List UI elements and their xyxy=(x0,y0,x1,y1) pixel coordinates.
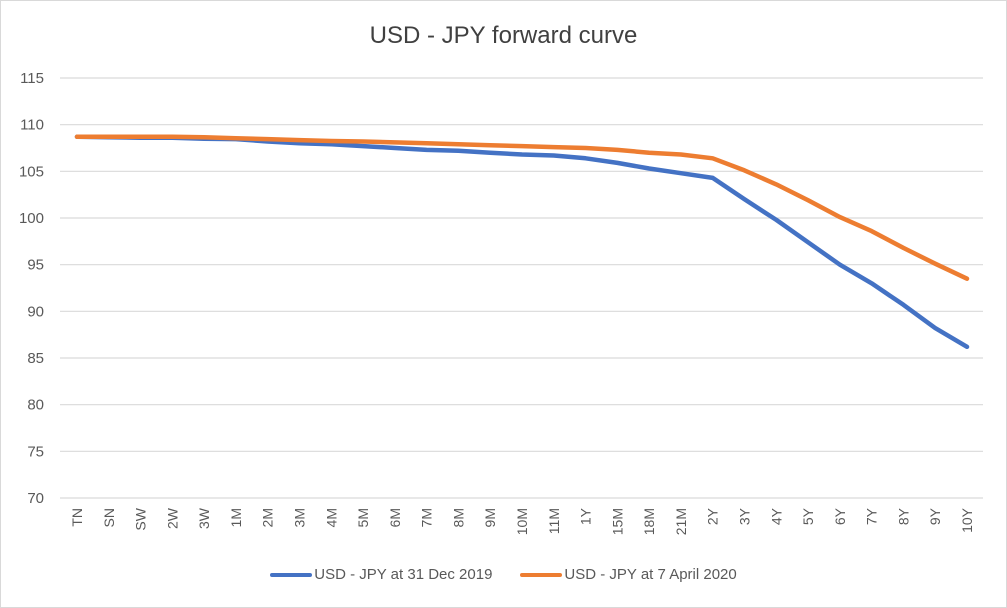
legend-item-apr-2020: USD - JPY at 7 April 2020 xyxy=(520,566,737,583)
x-tick-label: SN xyxy=(101,508,117,527)
series-line-1 xyxy=(74,134,970,281)
x-tick-label: 3W xyxy=(196,507,212,529)
x-tick-label: 11M xyxy=(546,508,562,534)
x-tick-label: 15M xyxy=(609,508,625,535)
y-tick-label: 95 xyxy=(27,257,44,274)
x-tick-label: 1Y xyxy=(578,507,594,525)
x-tick-label: 4M xyxy=(323,508,339,527)
legend: USD - JPY at 31 Dec 2019 USD - JPY at 7 … xyxy=(0,566,1007,583)
x-tick-label: 2M xyxy=(260,508,276,527)
x-tick-label: TN xyxy=(69,508,85,527)
x-tick-label: 8Y xyxy=(895,507,911,525)
x-tick-label: 18M xyxy=(641,508,657,535)
legend-label: USD - JPY at 31 Dec 2019 xyxy=(314,566,493,583)
y-axis-ticks: 70 75 80 85 90 95 100 105 110 115 xyxy=(19,70,44,507)
x-tick-label: 9M xyxy=(482,508,498,527)
x-tick-label: 3M xyxy=(292,508,308,527)
x-tick-label: 10M xyxy=(514,508,530,535)
legend-item-dec-2019: USD - JPY at 31 Dec 2019 xyxy=(270,566,492,583)
y-tick-label: 110 xyxy=(20,117,44,134)
x-tick-label: 5Y xyxy=(800,507,816,525)
x-tick-label: 4Y xyxy=(768,507,784,525)
x-tick-label: 21M xyxy=(673,508,689,535)
x-tick-label: 7M xyxy=(419,508,435,527)
legend-swatch-blue xyxy=(270,572,313,577)
y-tick-label: 90 xyxy=(27,303,44,320)
y-tick-label: 100 xyxy=(19,210,44,227)
x-tick-label: 6Y xyxy=(832,507,848,525)
y-tick-label: 85 xyxy=(27,350,44,367)
series-line-0 xyxy=(74,134,970,350)
x-axis-ticks: TN SN SW 2W 3W 1M 2M 3M 4M 5M 6M 7M 8M 9M 10M 11M 1Y 15M 1… xyxy=(69,507,975,535)
y-tick-label: 115 xyxy=(20,70,44,87)
x-tick-label: 2Y xyxy=(705,507,721,525)
x-tick-label: 6M xyxy=(387,508,403,527)
x-tick-label: 2W xyxy=(164,507,180,529)
legend-label: USD - JPY at 7 April 2020 xyxy=(564,566,737,583)
x-tick-label: 9Y xyxy=(927,507,943,525)
x-tick-label: 5M xyxy=(355,508,371,527)
x-tick-label: 3Y xyxy=(737,507,753,525)
legend-swatch-orange xyxy=(520,572,563,577)
y-tick-label: 70 xyxy=(27,490,44,507)
x-tick-label: 10Y xyxy=(959,507,975,533)
gridlines xyxy=(60,77,983,499)
chart-title: USD - JPY forward curve xyxy=(369,22,638,49)
y-tick-label: 105 xyxy=(19,163,44,180)
x-tick-label: SW xyxy=(133,507,149,530)
x-tick-label: 1M xyxy=(228,508,244,527)
series-lines xyxy=(74,134,970,350)
plot-area: 70 75 80 85 90 95 100 105 110 115 TN SN SW 2W 3W 1M 2M 3… xyxy=(19,70,983,535)
y-tick-label: 80 xyxy=(27,397,44,414)
x-tick-label: 7Y xyxy=(864,507,880,525)
x-tick-label: 8M xyxy=(450,508,466,527)
y-tick-label: 75 xyxy=(27,443,44,460)
